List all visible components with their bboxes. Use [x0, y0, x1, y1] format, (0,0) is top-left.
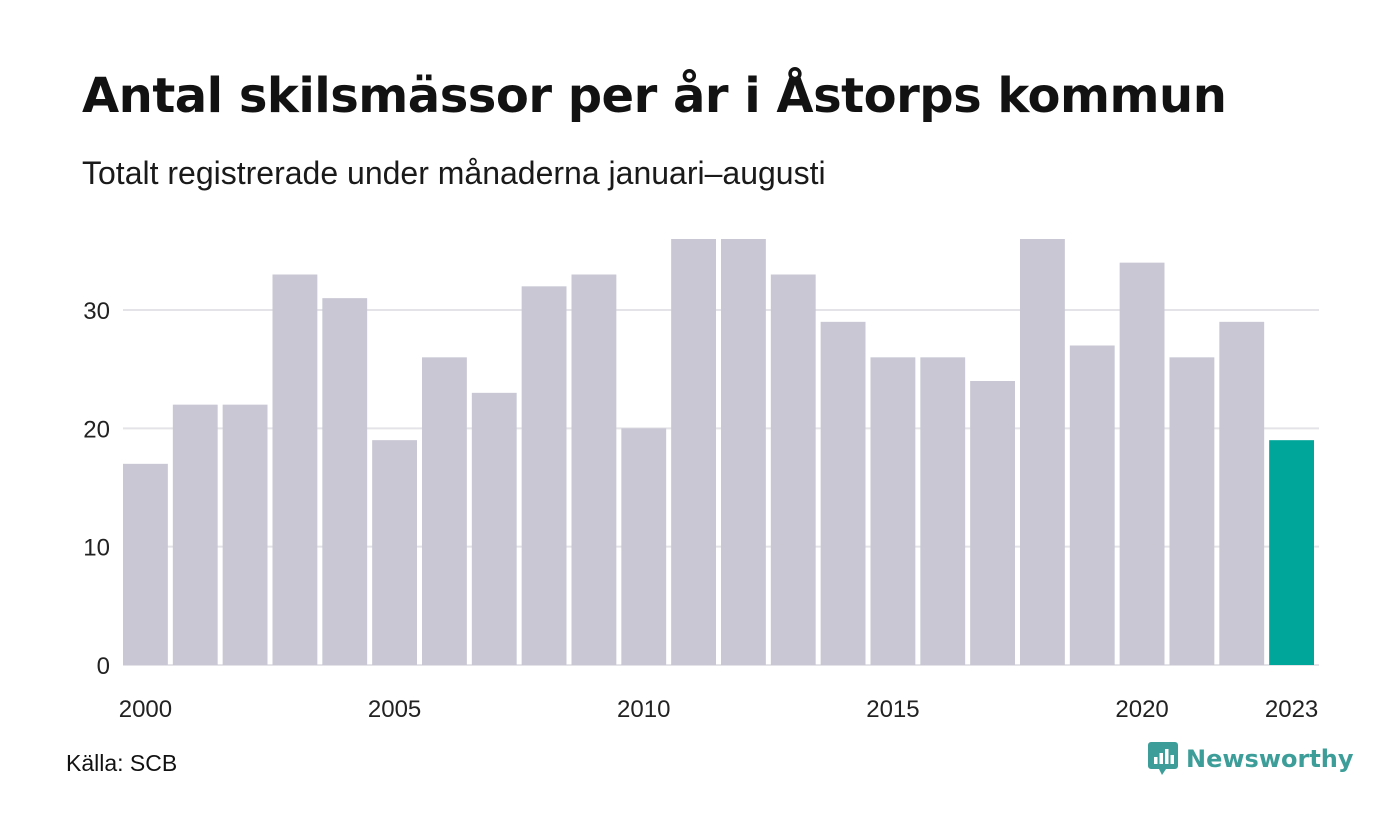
y-tick-label: 10: [83, 535, 110, 562]
y-tick-label: 30: [83, 298, 110, 325]
bar-2006: [422, 357, 467, 665]
bar-chart-speech-bubble-icon: [1148, 742, 1178, 775]
bar-2003: [272, 274, 318, 665]
x-tick-label: 2005: [368, 696, 421, 723]
bar-2009: [571, 274, 617, 665]
bar-2016: [920, 357, 966, 665]
bar-2002: [222, 404, 268, 665]
x-tick-label: 2015: [866, 696, 919, 723]
bar-2008: [521, 286, 567, 665]
bar-2022: [1219, 321, 1265, 665]
x-axis-labels: 2000 2005 2010 2015 2020 2023: [119, 696, 1319, 723]
bars: [123, 239, 1314, 665]
x-tick-label: 2023: [1265, 696, 1318, 723]
bar-2019: [1069, 345, 1115, 665]
bar-2023: [1269, 440, 1314, 665]
y-axis-labels: 0 10 20 30: [83, 298, 110, 680]
bar-2020: [1119, 262, 1165, 665]
chart-title: Antal skilsmässor per år i Åstorps kommu…: [82, 68, 1227, 124]
bar-2021: [1169, 357, 1215, 665]
bar-2018: [1020, 239, 1065, 665]
bar-2012: [721, 239, 766, 665]
bar-2017: [970, 381, 1015, 665]
bar-2010: [621, 428, 667, 665]
bar-2015: [870, 357, 916, 665]
x-tick-label: 2020: [1115, 696, 1168, 723]
source-note: Källa: SCB: [66, 750, 178, 776]
bar-2005: [372, 440, 417, 665]
brand-logo: Newsworthy: [1148, 742, 1354, 776]
x-tick-label: 2000: [119, 696, 172, 723]
bar-2000: [123, 463, 168, 665]
bar-2014: [820, 321, 866, 665]
brand-name: Newsworthy: [1186, 745, 1354, 773]
bar-2001: [172, 404, 218, 665]
y-tick-label: 0: [97, 653, 110, 680]
y-tick-label: 20: [83, 416, 110, 443]
bar-2011: [671, 239, 716, 665]
bar-2007: [471, 392, 517, 665]
bar-2013: [770, 274, 816, 665]
chart-subtitle: Totalt registrerade under månaderna janu…: [82, 155, 826, 191]
bar-2004: [322, 298, 368, 665]
x-tick-label: 2010: [617, 696, 670, 723]
